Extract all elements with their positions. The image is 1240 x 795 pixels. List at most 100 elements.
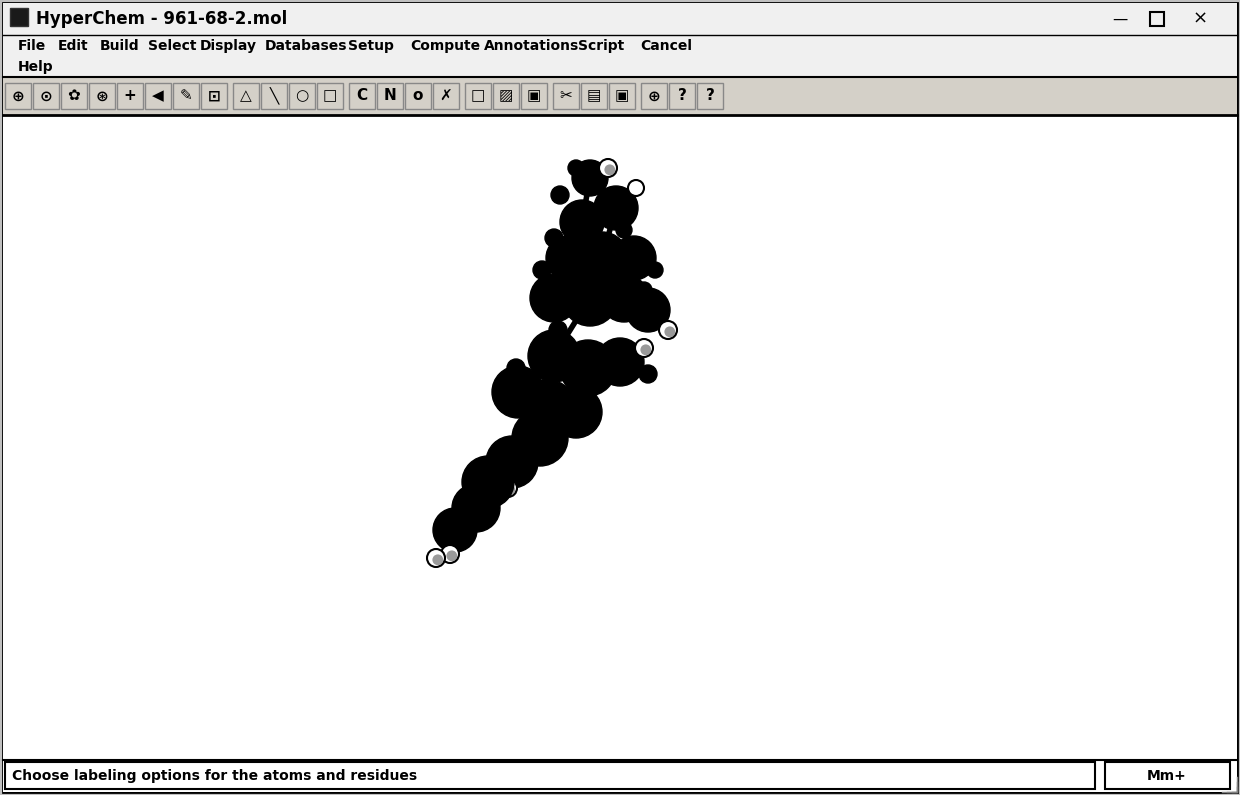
Bar bbox=[697, 83, 723, 109]
Circle shape bbox=[554, 430, 565, 441]
Circle shape bbox=[596, 338, 644, 386]
Bar bbox=[609, 83, 635, 109]
Circle shape bbox=[507, 359, 525, 377]
Circle shape bbox=[549, 321, 567, 339]
Circle shape bbox=[560, 200, 604, 244]
Circle shape bbox=[572, 160, 608, 196]
Circle shape bbox=[441, 545, 459, 563]
Text: File: File bbox=[19, 39, 46, 53]
Bar bbox=[2, 77, 1238, 115]
Text: ✂: ✂ bbox=[559, 88, 573, 103]
Circle shape bbox=[627, 180, 644, 196]
Text: Choose labeling options for the atoms and residues: Choose labeling options for the atoms an… bbox=[12, 769, 417, 783]
Circle shape bbox=[562, 270, 618, 326]
Circle shape bbox=[427, 549, 445, 567]
Circle shape bbox=[546, 236, 590, 280]
Text: ◀: ◀ bbox=[153, 88, 164, 103]
Circle shape bbox=[577, 232, 627, 284]
Text: Edit: Edit bbox=[58, 39, 88, 53]
Text: Mm+: Mm+ bbox=[1147, 769, 1187, 783]
Circle shape bbox=[600, 274, 649, 322]
Bar bbox=[117, 83, 143, 109]
Text: Display: Display bbox=[200, 39, 257, 53]
Bar bbox=[1105, 762, 1230, 789]
Text: ▤: ▤ bbox=[587, 88, 601, 103]
Bar bbox=[641, 83, 667, 109]
Bar bbox=[260, 83, 286, 109]
Text: C: C bbox=[356, 88, 367, 103]
Bar bbox=[2, 35, 1238, 57]
Text: ○: ○ bbox=[295, 88, 309, 103]
Circle shape bbox=[433, 554, 443, 565]
Text: ▣: ▣ bbox=[527, 88, 541, 103]
Text: ╲: ╲ bbox=[269, 87, 279, 105]
Text: o: o bbox=[413, 88, 423, 103]
Circle shape bbox=[640, 344, 651, 355]
Bar bbox=[582, 83, 608, 109]
Circle shape bbox=[551, 386, 601, 438]
Circle shape bbox=[594, 186, 639, 230]
Text: Build: Build bbox=[100, 39, 140, 53]
Bar bbox=[317, 83, 343, 109]
Bar bbox=[145, 83, 171, 109]
Bar bbox=[5, 83, 31, 109]
Circle shape bbox=[626, 288, 670, 332]
Circle shape bbox=[549, 425, 567, 443]
Text: HyperChem - 961-68-2.mol: HyperChem - 961-68-2.mol bbox=[36, 10, 288, 28]
Text: ?: ? bbox=[677, 88, 687, 103]
Circle shape bbox=[647, 262, 663, 278]
Bar bbox=[405, 83, 432, 109]
Circle shape bbox=[613, 236, 656, 280]
Text: Compute: Compute bbox=[410, 39, 480, 53]
Bar bbox=[2, 3, 1238, 35]
Text: □: □ bbox=[322, 88, 337, 103]
Text: ⊡: ⊡ bbox=[207, 88, 221, 103]
Text: □: □ bbox=[471, 88, 485, 103]
Text: +: + bbox=[124, 88, 136, 103]
Text: ▨: ▨ bbox=[498, 88, 513, 103]
Circle shape bbox=[635, 339, 653, 357]
Bar bbox=[10, 8, 29, 26]
Bar bbox=[494, 83, 520, 109]
Text: Help: Help bbox=[19, 60, 53, 74]
Text: ✎: ✎ bbox=[180, 88, 192, 103]
Text: Annotations: Annotations bbox=[484, 39, 579, 53]
Circle shape bbox=[505, 484, 515, 495]
Circle shape bbox=[529, 274, 578, 322]
Circle shape bbox=[453, 484, 500, 532]
Bar bbox=[553, 83, 579, 109]
Bar bbox=[233, 83, 259, 109]
Circle shape bbox=[433, 508, 477, 552]
Bar bbox=[201, 83, 227, 109]
Bar bbox=[5, 762, 1095, 789]
Bar bbox=[433, 83, 459, 109]
Bar bbox=[670, 83, 694, 109]
Text: —: — bbox=[1112, 11, 1127, 26]
Circle shape bbox=[658, 321, 677, 339]
Circle shape bbox=[560, 340, 616, 396]
Circle shape bbox=[486, 436, 538, 488]
Text: ?: ? bbox=[706, 88, 714, 103]
Bar bbox=[521, 83, 547, 109]
Circle shape bbox=[636, 282, 652, 298]
Circle shape bbox=[599, 159, 618, 177]
Bar bbox=[2, 115, 1238, 760]
Bar bbox=[465, 83, 491, 109]
Bar bbox=[2, 57, 1238, 77]
Text: ⊕: ⊕ bbox=[647, 88, 661, 103]
Circle shape bbox=[492, 366, 544, 418]
Text: N: N bbox=[383, 88, 397, 103]
Text: Databases: Databases bbox=[265, 39, 347, 53]
Bar bbox=[33, 83, 60, 109]
Text: Script: Script bbox=[578, 39, 624, 53]
Text: ⊙: ⊙ bbox=[40, 88, 52, 103]
Circle shape bbox=[639, 365, 657, 383]
Bar bbox=[61, 83, 87, 109]
Circle shape bbox=[604, 165, 615, 175]
Circle shape bbox=[568, 160, 584, 176]
Text: △: △ bbox=[241, 88, 252, 103]
Text: ✿: ✿ bbox=[68, 88, 81, 103]
Circle shape bbox=[533, 261, 551, 279]
Bar bbox=[174, 83, 198, 109]
Bar bbox=[348, 83, 374, 109]
